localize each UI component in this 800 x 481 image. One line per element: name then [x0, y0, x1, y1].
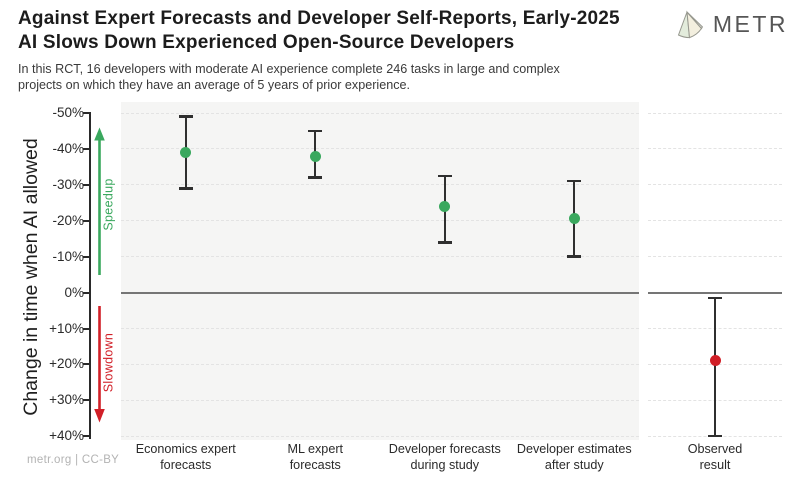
chart-subtitle-line1: In this RCT, 16 developers with moderate…	[18, 62, 560, 76]
y-tick-label: -20%	[52, 212, 84, 228]
gridline	[648, 256, 782, 258]
metr-logo: METR	[674, 9, 788, 40]
y-tick-mark	[83, 399, 90, 402]
gridline	[121, 148, 639, 150]
error-bar-cap	[178, 115, 193, 118]
y-tick-mark	[83, 435, 90, 438]
gridline	[121, 363, 639, 365]
y-tick-label: -30%	[52, 176, 84, 192]
gridline	[121, 328, 639, 329]
data-point	[180, 147, 192, 159]
y-tick-label: +20%	[49, 356, 84, 372]
chart-subtitle-line2: projects on which they have an average o…	[18, 78, 411, 92]
x-axis-label: Economics expert forecasts	[135, 442, 236, 472]
speedup-label: Speedup	[101, 178, 116, 231]
y-tick-mark	[83, 363, 90, 366]
chart-panel-forecasts	[121, 102, 639, 440]
slowdown-label: Slowdown	[101, 332, 116, 393]
attribution: metr.org | CC-BY	[27, 454, 120, 466]
x-axis-label: Observed result	[687, 442, 743, 472]
metr-logo-icon	[677, 10, 703, 39]
y-tick-label: +10%	[49, 320, 84, 336]
error-bar-cap	[437, 241, 452, 244]
slowdown-arrow-icon	[94, 306, 105, 423]
gridline	[121, 256, 639, 258]
data-point	[309, 150, 321, 162]
zero-line	[121, 291, 639, 294]
chart-panel-observed	[648, 102, 782, 440]
y-tick-mark	[83, 291, 90, 294]
y-tick-label: +30%	[49, 392, 84, 408]
y-tick-label: -10%	[52, 248, 84, 264]
gridline	[648, 220, 782, 222]
data-point	[568, 213, 580, 225]
error-bar-cap	[708, 435, 722, 438]
error-bar-cap	[178, 187, 193, 190]
y-tick-mark	[83, 112, 90, 115]
chart-title-line2: AI Slows Down Experienced Open-Source De…	[18, 31, 515, 53]
gridline	[121, 220, 639, 222]
error-bar-cap	[437, 174, 452, 178]
error-bar-cap	[308, 129, 323, 133]
gridline	[121, 435, 639, 437]
speedup-arrow-icon	[94, 127, 105, 275]
metr-logo-text: METR	[712, 11, 788, 37]
x-axis-label: ML expert forecasts	[287, 442, 344, 472]
gridline	[121, 184, 639, 186]
chart-title-line1: Against Expert Forecasts and Developer S…	[18, 8, 620, 29]
error-bar-cap	[708, 296, 722, 300]
y-tick-label: -50%	[52, 105, 84, 121]
gridline	[648, 112, 782, 114]
y-tick-mark	[83, 147, 90, 150]
data-point	[709, 355, 721, 367]
x-axis-label: Developer forecasts during study	[388, 442, 501, 472]
y-tick-mark	[83, 327, 90, 330]
y-tick-mark	[83, 219, 90, 222]
x-axis-label: Developer estimates after study	[516, 442, 632, 472]
y-tick-label: 0%	[64, 284, 84, 300]
y-tick-mark	[83, 255, 90, 258]
gridline	[121, 112, 639, 114]
y-tick-label: +40%	[49, 428, 84, 444]
error-bar	[713, 297, 717, 437]
chart-title: Against Expert Forecasts and Developer S…	[18, 7, 620, 54]
zero-line	[648, 291, 782, 294]
error-bar-cap	[308, 176, 323, 179]
error-bar-cap	[567, 255, 582, 258]
chart-subtitle: In this RCT, 16 developers with moderate…	[18, 61, 560, 93]
gridline	[648, 148, 782, 150]
data-point	[439, 200, 451, 212]
error-bar-cap	[567, 180, 582, 183]
y-tick-label: -40%	[52, 140, 84, 156]
y-axis-spine	[89, 112, 91, 439]
gridline	[121, 399, 639, 401]
y-tick-mark	[83, 183, 90, 186]
gridline	[648, 184, 782, 186]
